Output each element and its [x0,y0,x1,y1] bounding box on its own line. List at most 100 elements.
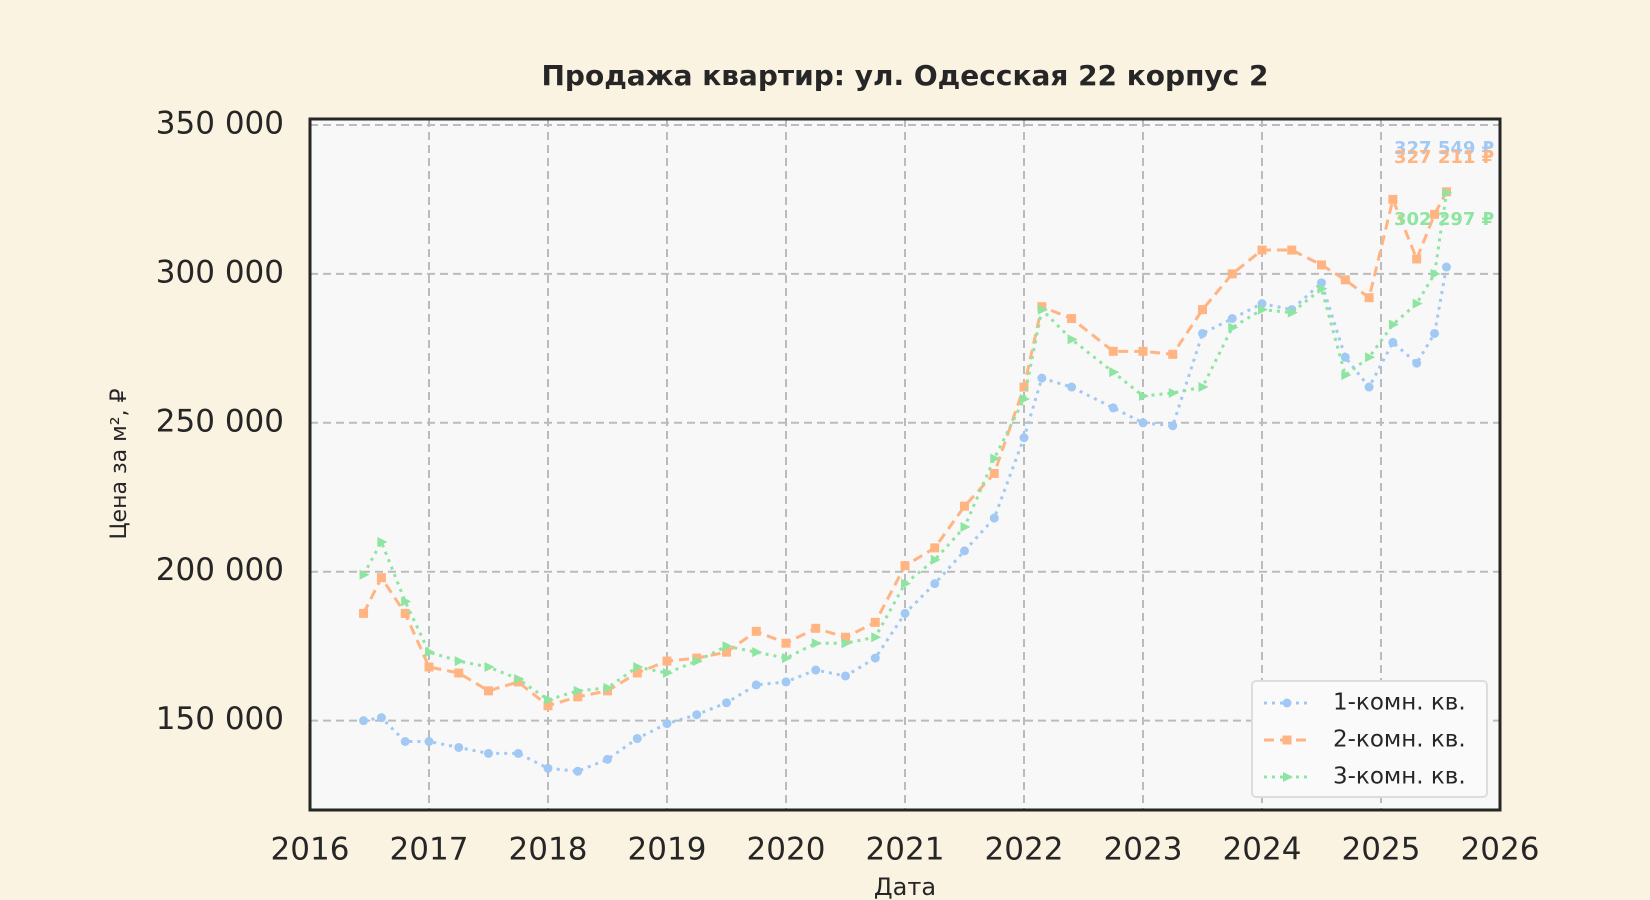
y-tick-label: 200 000 [156,552,284,588]
marker [989,468,999,478]
marker [359,608,369,618]
marker [1037,304,1048,315]
x-tick-label: 2024 [1223,832,1302,868]
marker [870,617,880,627]
marker [1228,322,1239,333]
y-tick-label: 350 000 [156,105,284,141]
legend-label: 3-комн. кв. [1333,764,1466,790]
marker [1282,698,1292,708]
marker [1168,421,1178,431]
series-line [363,266,1448,773]
legend-label: 1-комн. кв. [1333,690,1466,716]
marker [1198,382,1209,393]
marker [901,578,911,589]
x-axis-label: Дата [874,873,936,900]
marker [1138,346,1148,356]
marker [692,710,702,720]
plot-border [308,117,1502,812]
marker [543,701,553,711]
marker [960,546,969,556]
marker [1317,260,1326,270]
marker [1067,314,1077,324]
marker [543,763,553,773]
marker [1340,275,1350,285]
marker [1258,304,1268,315]
marker [1412,298,1423,309]
marker [1019,382,1029,392]
marker [1317,283,1328,294]
marker [633,662,644,673]
marker [1067,334,1078,345]
marker [722,647,731,657]
marker [663,667,673,678]
marker [1282,735,1292,745]
marker [603,754,612,764]
y-tick-label: 150 000 [156,701,284,737]
marker [1287,307,1298,318]
series-line [362,192,1448,702]
marker [841,671,850,681]
marker [359,716,369,726]
marker [401,596,412,607]
marker [990,453,1001,464]
marker [989,513,999,523]
marker [1168,388,1179,399]
marker [1109,367,1120,378]
marker [632,668,642,678]
marker [692,656,703,667]
marker [1441,262,1451,272]
marker [400,608,410,618]
marker [400,736,410,746]
marker [1108,346,1118,356]
series [359,187,1453,705]
marker [1365,352,1376,363]
marker [871,632,882,643]
marker [1388,319,1399,330]
marker [1287,245,1297,255]
marker [841,632,850,642]
marker [1364,382,1374,392]
x-tick-label: 2020 [747,832,826,868]
marker [376,573,386,583]
marker [900,561,910,571]
marker [1019,433,1029,443]
marker [424,736,434,746]
marker [960,501,969,511]
marker [1037,373,1047,383]
marker [662,719,672,729]
marker [359,569,370,580]
marker [513,748,523,758]
marker [1257,245,1267,255]
marker [377,536,388,547]
marker [484,662,495,673]
marker [751,626,761,636]
marker [376,713,386,723]
marker [1340,352,1350,362]
legend-label: 2-комн. кв. [1333,727,1466,753]
marker [722,698,731,708]
marker [1341,370,1352,381]
x-tick-label: 2023 [1104,832,1183,868]
marker [1430,328,1440,338]
marker [811,638,822,649]
x-tick-label: 2021 [866,832,945,868]
marker [1020,393,1030,404]
marker [573,766,583,776]
x-tick-label: 2022 [985,832,1064,868]
marker [811,665,821,675]
marker [781,638,791,648]
legend-box [1251,680,1488,798]
marker [1283,772,1293,782]
marker [752,647,763,658]
marker [1227,314,1237,324]
marker [811,623,821,633]
marker [1198,328,1207,338]
marker [722,641,733,652]
end-value-annotation: 327 211 ₽ [1394,147,1494,168]
marker [1430,209,1440,219]
marker [1168,349,1178,359]
marker [1412,358,1422,368]
marker [841,638,852,649]
marker [751,680,761,690]
